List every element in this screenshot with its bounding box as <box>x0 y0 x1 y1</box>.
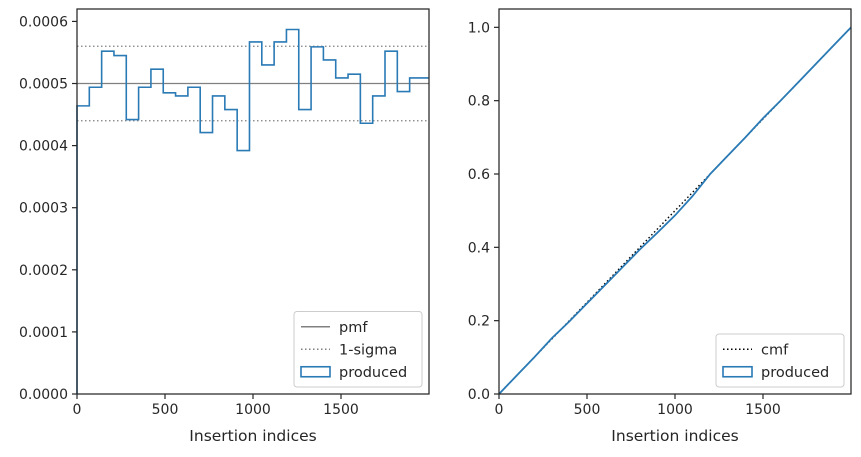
legend-frame <box>715 333 845 388</box>
legend-label-produced: produced <box>761 365 829 381</box>
legend: pmf 1-sigma produced <box>293 311 423 388</box>
series-produced-step <box>498 26 852 395</box>
y-tick-label: 0.0000 <box>19 387 68 403</box>
y-tick-label: 0.0004 <box>19 139 68 155</box>
legend-swatch-produced <box>722 365 753 378</box>
legend-label-pmf: pmf <box>339 320 368 336</box>
y-tick-label: 0.6 <box>468 167 490 183</box>
y-tick-label: 0.2 <box>468 314 490 330</box>
y-tick-label: 0.0005 <box>19 77 68 93</box>
y-tick-label: 0.4 <box>468 240 490 256</box>
x-axis-label: Insertion indices <box>611 427 738 445</box>
chart-panel-2: 0 500 1000 1500 0.0 0.2 0.4 0.6 0.8 1.0 Insertion … <box>468 8 852 445</box>
y-tick-label: 1.0 <box>468 20 490 36</box>
legend-swatch-produced <box>300 365 331 378</box>
plot-area <box>76 28 429 394</box>
legend-frame <box>293 311 423 388</box>
y-tick-label: 0.0 <box>468 387 490 403</box>
series-produced-step <box>76 28 429 394</box>
x-tick-label: 1500 <box>745 402 781 418</box>
y-tick-label: 0.0001 <box>19 325 68 341</box>
y-tick-label: 0.8 <box>468 94 490 110</box>
x-tick-label: 500 <box>574 402 601 418</box>
y-tick-label: 0.0002 <box>19 263 68 279</box>
legend: cmf produced <box>715 333 845 388</box>
x-axis-label: Insertion indices <box>189 427 316 445</box>
plot-area <box>498 26 852 395</box>
x-tick-label: 500 <box>152 402 179 418</box>
x-tick-label: 0 <box>73 402 82 418</box>
x-tick-label: 0 <box>495 402 504 418</box>
legend-label-produced: produced <box>339 365 407 381</box>
x-tick-label: 1000 <box>657 402 693 418</box>
y-tick-label: 0.0006 <box>19 14 68 30</box>
y-tick-label: 0.0003 <box>19 201 68 217</box>
legend-label-1-sigma: 1-sigma <box>339 342 397 358</box>
legend-label-cmf: cmf <box>761 342 789 358</box>
chart-panel-1: 0 500 1000 1500 0.0000 0.0001 0.0002 0.0003 0.00… <box>19 8 430 445</box>
x-tick-label: 1000 <box>235 402 271 418</box>
x-tick-label: 1500 <box>323 402 359 418</box>
